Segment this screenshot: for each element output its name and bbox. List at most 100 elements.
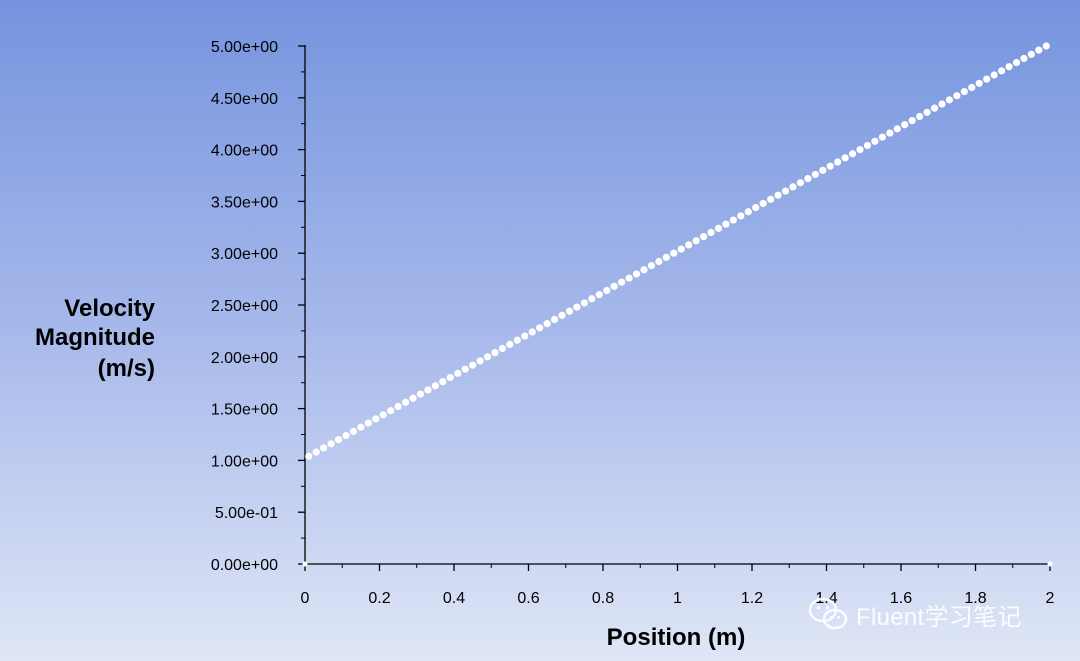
- data-point: [498, 344, 507, 353]
- data-point: [647, 262, 656, 270]
- data-point: [521, 332, 529, 340]
- data-point: [848, 150, 857, 158]
- data-point: [983, 75, 991, 83]
- data-point: [1027, 50, 1035, 58]
- data-point: [1042, 42, 1050, 50]
- axis-origin-marker: [302, 561, 308, 567]
- y-tick-label: 2.00e+00: [211, 350, 278, 367]
- data-point: [632, 270, 641, 278]
- data-point: [804, 175, 812, 183]
- axis-end-marker: [1047, 561, 1053, 567]
- data-point: [722, 220, 730, 228]
- y-tick-label: 5.00e+00: [211, 39, 278, 56]
- data-point: [767, 195, 775, 203]
- data-point: [752, 204, 760, 212]
- data-point: [737, 212, 745, 220]
- data-point: [774, 191, 782, 199]
- data-point: [796, 179, 805, 187]
- data-point: [640, 266, 648, 274]
- data-point: [1020, 54, 1028, 63]
- data-point: [513, 336, 521, 344]
- data-point: [409, 394, 417, 402]
- data-point: [461, 365, 469, 373]
- data-point: [968, 83, 976, 92]
- data-point: [439, 378, 447, 386]
- y-tick-label: 4.50e+00: [211, 91, 278, 108]
- x-tick-label: 0.8: [592, 590, 614, 607]
- x-axis-title: Position (m): [607, 624, 746, 651]
- data-point: [595, 291, 603, 299]
- data-point: [856, 146, 864, 154]
- data-point: [1012, 58, 1021, 67]
- data-point: [901, 121, 909, 129]
- data-point: [923, 108, 931, 116]
- data-point: [908, 116, 916, 125]
- data-point: [334, 436, 343, 444]
- data-point: [781, 187, 790, 195]
- data-point: [625, 274, 633, 282]
- data-point: [878, 133, 886, 141]
- data-point: [707, 228, 715, 237]
- y-tick-label: 2.50e+00: [211, 298, 278, 315]
- data-point: [387, 407, 395, 415]
- data-point: [826, 162, 834, 170]
- data-point: [990, 71, 998, 79]
- data-point: [655, 257, 663, 266]
- x-tick-label: 0.6: [517, 590, 539, 607]
- data-point: [364, 419, 372, 427]
- x-tick-label: 0: [301, 590, 310, 607]
- data-point: [871, 137, 879, 145]
- data-point: [834, 158, 842, 166]
- data-point: [886, 129, 894, 137]
- data-point: [379, 411, 387, 419]
- data-point: [610, 282, 618, 290]
- x-tick-label: 2: [1046, 590, 1055, 607]
- data-point: [372, 415, 380, 423]
- data-point: [759, 199, 767, 208]
- data-point: [573, 303, 581, 311]
- y-axis-title-line-2: Magnitude: [35, 324, 155, 351]
- data-point: [1005, 63, 1013, 71]
- wechat-icon: [808, 597, 848, 630]
- data-point: [565, 307, 574, 315]
- data-point: [819, 166, 827, 174]
- data-point: [394, 402, 402, 411]
- data-point: [618, 278, 626, 286]
- data-point: [401, 398, 410, 406]
- x-tick-label: 0.2: [368, 590, 390, 607]
- data-point: [349, 427, 358, 435]
- data-point: [357, 423, 365, 431]
- data-point: [528, 328, 536, 336]
- watermark-text: Fluent学习笔记: [856, 603, 1022, 631]
- data-point: [685, 241, 693, 249]
- data-point: [327, 440, 335, 448]
- data-point: [446, 373, 454, 382]
- data-point: [320, 444, 328, 452]
- data-point: [841, 154, 849, 162]
- data-point: [938, 100, 946, 108]
- y-axis-title-line-3: (m/s): [98, 355, 155, 382]
- y-tick-label: 4.00e+00: [211, 143, 278, 160]
- data-point: [603, 286, 611, 295]
- y-tick-label: 5.00e-01: [215, 505, 278, 522]
- x-tick-label: 1.2: [741, 590, 763, 607]
- data-point: [670, 249, 678, 257]
- data-point: [506, 340, 514, 348]
- y-tick-label: 3.00e+00: [211, 246, 278, 263]
- watermark: Fluent学习笔记: [808, 594, 1022, 634]
- data-point: [424, 386, 432, 394]
- data-point: [953, 92, 961, 100]
- data-point: [431, 382, 439, 390]
- x-tick-label: 1: [673, 590, 682, 607]
- data-point: [491, 349, 499, 357]
- data-point: [536, 324, 544, 332]
- y-tick-label: 3.50e+00: [211, 194, 278, 211]
- data-point: [550, 315, 559, 324]
- data-point: [893, 125, 901, 133]
- data-point: [580, 299, 588, 307]
- x-tick-label: 0.4: [443, 590, 465, 607]
- data-point: [714, 224, 723, 232]
- data-point: [997, 67, 1006, 75]
